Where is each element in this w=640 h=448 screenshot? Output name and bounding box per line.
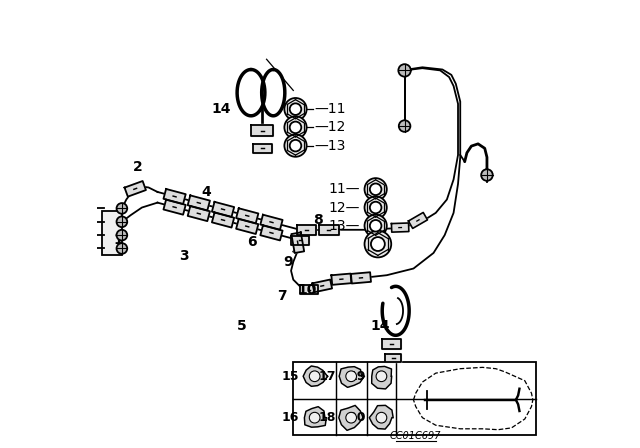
- Text: 14: 14: [371, 319, 390, 332]
- Circle shape: [365, 178, 387, 200]
- Polygon shape: [351, 272, 371, 284]
- Polygon shape: [297, 225, 316, 235]
- Text: 16: 16: [282, 411, 299, 424]
- Polygon shape: [236, 219, 259, 234]
- Circle shape: [309, 371, 320, 382]
- Polygon shape: [369, 405, 393, 429]
- Polygon shape: [385, 353, 401, 362]
- Circle shape: [284, 98, 307, 120]
- Text: 8: 8: [314, 213, 323, 228]
- Circle shape: [376, 371, 387, 382]
- Text: 6: 6: [248, 235, 257, 249]
- Text: 1: 1: [114, 233, 124, 246]
- Circle shape: [370, 184, 381, 195]
- Text: 4: 4: [202, 185, 211, 199]
- Bar: [293, 362, 536, 435]
- Polygon shape: [408, 212, 428, 228]
- Circle shape: [309, 412, 320, 423]
- Text: 13—: 13—: [329, 219, 360, 233]
- Circle shape: [481, 169, 493, 181]
- Text: 12—: 12—: [329, 201, 360, 215]
- Text: 11—: 11—: [328, 182, 360, 196]
- Text: 10: 10: [298, 283, 317, 297]
- Circle shape: [365, 231, 391, 258]
- Circle shape: [116, 230, 127, 241]
- Polygon shape: [253, 143, 272, 153]
- Circle shape: [116, 203, 127, 214]
- Circle shape: [398, 64, 411, 77]
- Text: 20: 20: [348, 411, 366, 424]
- Circle shape: [370, 220, 381, 232]
- Polygon shape: [392, 223, 409, 232]
- Polygon shape: [332, 274, 351, 285]
- Text: 18: 18: [318, 411, 335, 424]
- Circle shape: [365, 215, 387, 237]
- Text: —11: —11: [315, 102, 346, 116]
- Polygon shape: [188, 206, 210, 221]
- Polygon shape: [188, 195, 210, 211]
- Polygon shape: [381, 340, 401, 349]
- Polygon shape: [291, 236, 309, 245]
- Circle shape: [346, 371, 356, 382]
- Polygon shape: [260, 215, 283, 230]
- Text: CC01C697: CC01C697: [390, 431, 442, 441]
- Bar: [102, 211, 122, 255]
- Text: 15: 15: [282, 370, 299, 383]
- Polygon shape: [125, 181, 146, 197]
- Polygon shape: [236, 208, 259, 223]
- Polygon shape: [339, 405, 363, 431]
- Circle shape: [290, 121, 301, 133]
- Circle shape: [371, 237, 385, 251]
- Circle shape: [365, 196, 387, 219]
- Circle shape: [370, 202, 381, 213]
- Text: 7: 7: [277, 289, 287, 303]
- Text: 2: 2: [132, 160, 142, 174]
- Polygon shape: [291, 233, 304, 253]
- Circle shape: [116, 243, 127, 254]
- Polygon shape: [319, 225, 339, 235]
- Polygon shape: [303, 366, 328, 386]
- Circle shape: [290, 103, 301, 115]
- Polygon shape: [163, 200, 186, 215]
- Circle shape: [284, 134, 307, 157]
- Polygon shape: [252, 125, 273, 136]
- Text: —12: —12: [315, 121, 346, 134]
- Circle shape: [116, 216, 127, 227]
- Polygon shape: [372, 366, 392, 389]
- Text: 9: 9: [283, 255, 292, 269]
- Polygon shape: [163, 189, 186, 204]
- Polygon shape: [212, 212, 234, 228]
- Polygon shape: [260, 225, 283, 241]
- Circle shape: [376, 412, 387, 423]
- Polygon shape: [339, 366, 364, 388]
- Circle shape: [399, 120, 410, 132]
- Polygon shape: [212, 202, 234, 217]
- Text: —13: —13: [315, 138, 346, 153]
- Polygon shape: [305, 407, 326, 427]
- Circle shape: [346, 412, 356, 423]
- Text: 17: 17: [318, 370, 335, 383]
- Circle shape: [284, 116, 307, 138]
- Text: 14: 14: [211, 102, 231, 116]
- Polygon shape: [300, 285, 318, 294]
- Circle shape: [290, 140, 301, 151]
- Text: 5: 5: [237, 319, 247, 332]
- Text: 19: 19: [349, 370, 366, 383]
- Text: 3: 3: [179, 249, 189, 263]
- Polygon shape: [312, 280, 332, 292]
